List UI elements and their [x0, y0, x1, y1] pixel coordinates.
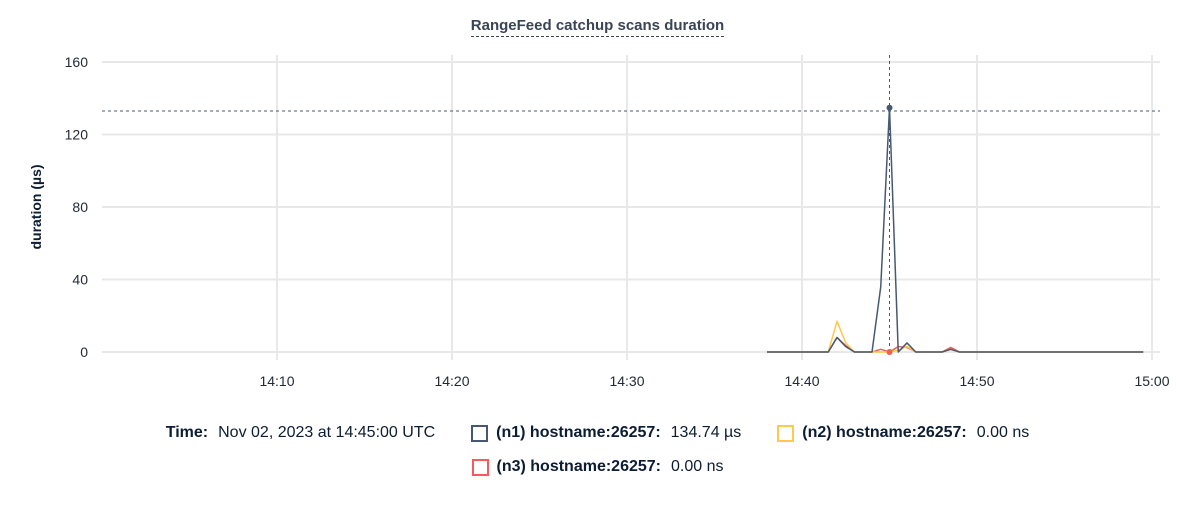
x-tick-label: 14:30: [609, 373, 644, 389]
x-tick-label: 15:00: [1134, 373, 1169, 389]
legend-time: Time: Nov 02, 2023 at 14:45:00 UTC: [166, 424, 435, 442]
chart-title[interactable]: RangeFeed catchup scans duration: [470, 17, 725, 37]
legend-label: (n1) hostname:26257:: [496, 424, 661, 441]
chart-title-wrap: RangeFeed catchup scans duration: [0, 17, 1195, 37]
time-label: Time:: [165, 424, 209, 441]
x-tick-label: 14:40: [784, 373, 819, 389]
series-line-n1: [767, 107, 1144, 353]
line-chart[interactable]: 0 40 80 120 160 14:10 14:20 14:30 14:40 14:50 15:0…: [0, 0, 1195, 400]
n1-swatch-icon: [471, 424, 489, 442]
time-value: Nov 02, 2023 at 14:45:00 UTC: [218, 424, 436, 441]
x-tick-label: 14:50: [959, 373, 994, 389]
n2-swatch-icon: [777, 424, 795, 442]
y-tick-label: 40: [72, 272, 88, 288]
legend-item-n2[interactable]: (n2) hostname:26257: 0.00 ns: [777, 424, 1029, 442]
legend-label: (n3) hostname:26257:: [496, 458, 662, 475]
y-tick-label: 0: [80, 344, 88, 360]
hover-point-n3: [886, 349, 893, 355]
n3-swatch-icon: [471, 458, 489, 476]
legend-item-n3[interactable]: (n3) hostname:26257: 0.00 ns: [471, 458, 724, 476]
x-tick-label: 14:20: [434, 373, 469, 389]
legend-value: 0.00 ns: [671, 458, 724, 475]
legend-label: (n2) hostname:26257:: [802, 424, 967, 441]
x-tick-label: 14:10: [259, 373, 294, 389]
legend-value: 134.74 µs: [670, 424, 742, 441]
series-line-n2: [767, 320, 1144, 353]
legend-value: 0.00 ns: [976, 424, 1030, 441]
y-tick-label: 80: [72, 199, 88, 215]
hover-point-n1: [886, 104, 893, 111]
y-axis-label: duration (µs): [28, 164, 44, 249]
legend-item-n1[interactable]: (n1) hostname:26257: 134.74 µs: [471, 424, 741, 442]
y-tick-label: 120: [65, 127, 89, 143]
legend: Time: Nov 02, 2023 at 14:45:00 UTC (n1) …: [0, 424, 1195, 492]
series-line-n3: [767, 336, 1144, 353]
y-tick-label: 160: [65, 54, 89, 70]
